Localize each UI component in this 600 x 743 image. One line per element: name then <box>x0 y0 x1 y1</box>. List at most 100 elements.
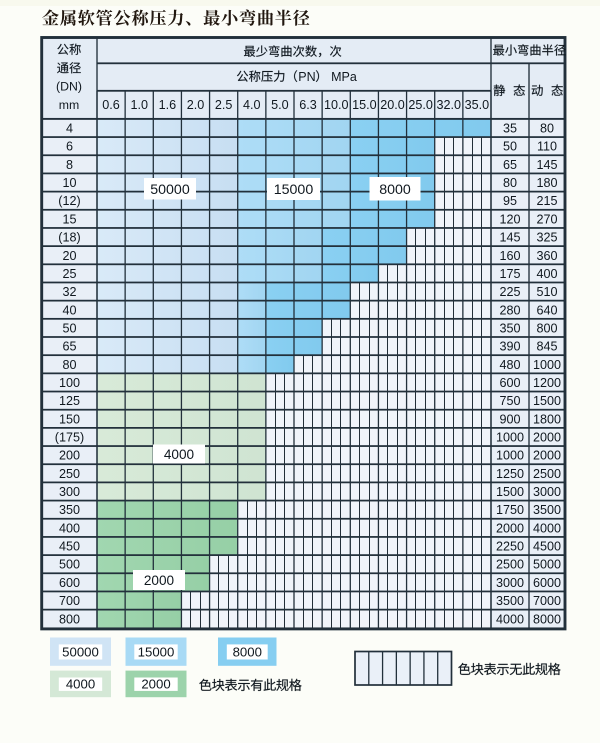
svg-text:65: 65 <box>503 158 517 172</box>
svg-text:1500: 1500 <box>496 485 524 499</box>
svg-text:510: 510 <box>536 285 557 299</box>
svg-text:15: 15 <box>62 212 76 226</box>
svg-text:480: 480 <box>499 358 520 372</box>
svg-text:15.0: 15.0 <box>352 98 377 112</box>
svg-text:15000: 15000 <box>274 182 314 198</box>
svg-text:700: 700 <box>59 594 80 608</box>
svg-text:225: 225 <box>499 285 520 299</box>
svg-text:145: 145 <box>536 158 557 172</box>
svg-text:mm: mm <box>59 98 80 112</box>
svg-text:600: 600 <box>59 576 80 590</box>
svg-text:20: 20 <box>62 249 76 263</box>
svg-text:1.6: 1.6 <box>159 98 177 112</box>
svg-text:32.0: 32.0 <box>437 98 462 112</box>
svg-text:600: 600 <box>499 376 520 390</box>
svg-text:120: 120 <box>499 212 520 226</box>
svg-text:40: 40 <box>62 303 76 317</box>
svg-text:2.0: 2.0 <box>187 98 205 112</box>
svg-text:900: 900 <box>499 412 520 426</box>
svg-text:25.0: 25.0 <box>408 98 433 112</box>
svg-text:50000: 50000 <box>62 644 99 659</box>
svg-text:MPa: MPa <box>331 70 357 84</box>
svg-text:5000: 5000 <box>533 558 561 572</box>
svg-text:2500: 2500 <box>533 467 561 481</box>
svg-text:95: 95 <box>503 194 517 208</box>
svg-text:390: 390 <box>499 340 520 354</box>
svg-text:1200: 1200 <box>533 376 561 390</box>
svg-text:7000: 7000 <box>533 594 561 608</box>
svg-text:215: 215 <box>536 194 557 208</box>
svg-text:800: 800 <box>59 612 80 626</box>
svg-text:1500: 1500 <box>533 394 561 408</box>
svg-text:640: 640 <box>536 303 557 317</box>
svg-text:4000: 4000 <box>66 677 95 692</box>
svg-text:4.0: 4.0 <box>243 98 261 112</box>
svg-text:2000: 2000 <box>141 677 170 692</box>
svg-text:10.0: 10.0 <box>324 98 349 112</box>
svg-text:80: 80 <box>503 176 517 190</box>
svg-text:2250: 2250 <box>496 540 524 554</box>
svg-text:5.0: 5.0 <box>271 98 289 112</box>
svg-text:50: 50 <box>503 140 517 154</box>
svg-text:845: 845 <box>536 340 557 354</box>
svg-text:(12): (12) <box>58 194 80 208</box>
svg-text:2500: 2500 <box>496 558 524 572</box>
svg-text:(18): (18) <box>58 231 80 245</box>
svg-text:2000: 2000 <box>496 521 524 535</box>
svg-text:3500: 3500 <box>533 503 561 517</box>
svg-text:1.0: 1.0 <box>130 98 148 112</box>
svg-text:400: 400 <box>59 521 80 535</box>
svg-text:50000: 50000 <box>150 182 190 198</box>
svg-text:1000: 1000 <box>496 449 524 463</box>
svg-text:8000: 8000 <box>233 644 262 659</box>
svg-text:400: 400 <box>536 267 557 281</box>
svg-text:110: 110 <box>537 140 557 154</box>
svg-text:450: 450 <box>59 540 80 554</box>
svg-text:32: 32 <box>62 285 76 299</box>
svg-text:4000: 4000 <box>533 521 561 535</box>
svg-text:6000: 6000 <box>533 576 561 590</box>
svg-text:125: 125 <box>59 394 80 408</box>
svg-text:2000: 2000 <box>533 449 561 463</box>
svg-text:2000: 2000 <box>144 573 175 588</box>
svg-text:(DN): (DN) <box>56 80 82 94</box>
svg-text:4: 4 <box>66 122 73 136</box>
svg-text:175: 175 <box>499 267 520 281</box>
svg-text:200: 200 <box>59 449 80 463</box>
svg-text:360: 360 <box>536 249 557 263</box>
svg-text:3000: 3000 <box>496 576 524 590</box>
svg-text:800: 800 <box>536 321 557 335</box>
svg-text:8000: 8000 <box>379 182 411 198</box>
svg-text:8: 8 <box>66 158 73 172</box>
svg-text:280: 280 <box>499 303 520 317</box>
svg-text:250: 250 <box>59 467 80 481</box>
svg-text:65: 65 <box>62 340 76 354</box>
svg-text:1000: 1000 <box>533 358 561 372</box>
svg-text:750: 750 <box>499 394 520 408</box>
svg-text:145: 145 <box>499 231 520 245</box>
svg-text:6.3: 6.3 <box>299 98 317 112</box>
svg-text:10: 10 <box>62 176 76 190</box>
svg-text:6: 6 <box>66 140 73 154</box>
svg-text:1750: 1750 <box>496 503 524 517</box>
svg-text:2000: 2000 <box>533 431 561 445</box>
svg-text:160: 160 <box>499 249 520 263</box>
svg-text:80: 80 <box>62 358 76 372</box>
svg-text:80: 80 <box>540 122 554 136</box>
svg-text:150: 150 <box>59 412 80 426</box>
svg-text:500: 500 <box>59 558 80 572</box>
svg-text:3000: 3000 <box>533 485 561 499</box>
svg-text:350: 350 <box>499 321 520 335</box>
svg-text:35: 35 <box>503 122 517 136</box>
svg-text:8000: 8000 <box>533 612 561 626</box>
svg-text:4000: 4000 <box>164 447 195 462</box>
svg-text:350: 350 <box>59 503 80 517</box>
svg-text:2.5: 2.5 <box>215 98 233 112</box>
svg-text:325: 325 <box>536 231 557 245</box>
svg-text:25: 25 <box>62 267 76 281</box>
svg-text:3500: 3500 <box>496 594 524 608</box>
svg-text:15000: 15000 <box>138 644 175 659</box>
svg-text:0.6: 0.6 <box>102 98 120 112</box>
svg-text:270: 270 <box>536 212 557 226</box>
svg-text:1800: 1800 <box>533 412 561 426</box>
